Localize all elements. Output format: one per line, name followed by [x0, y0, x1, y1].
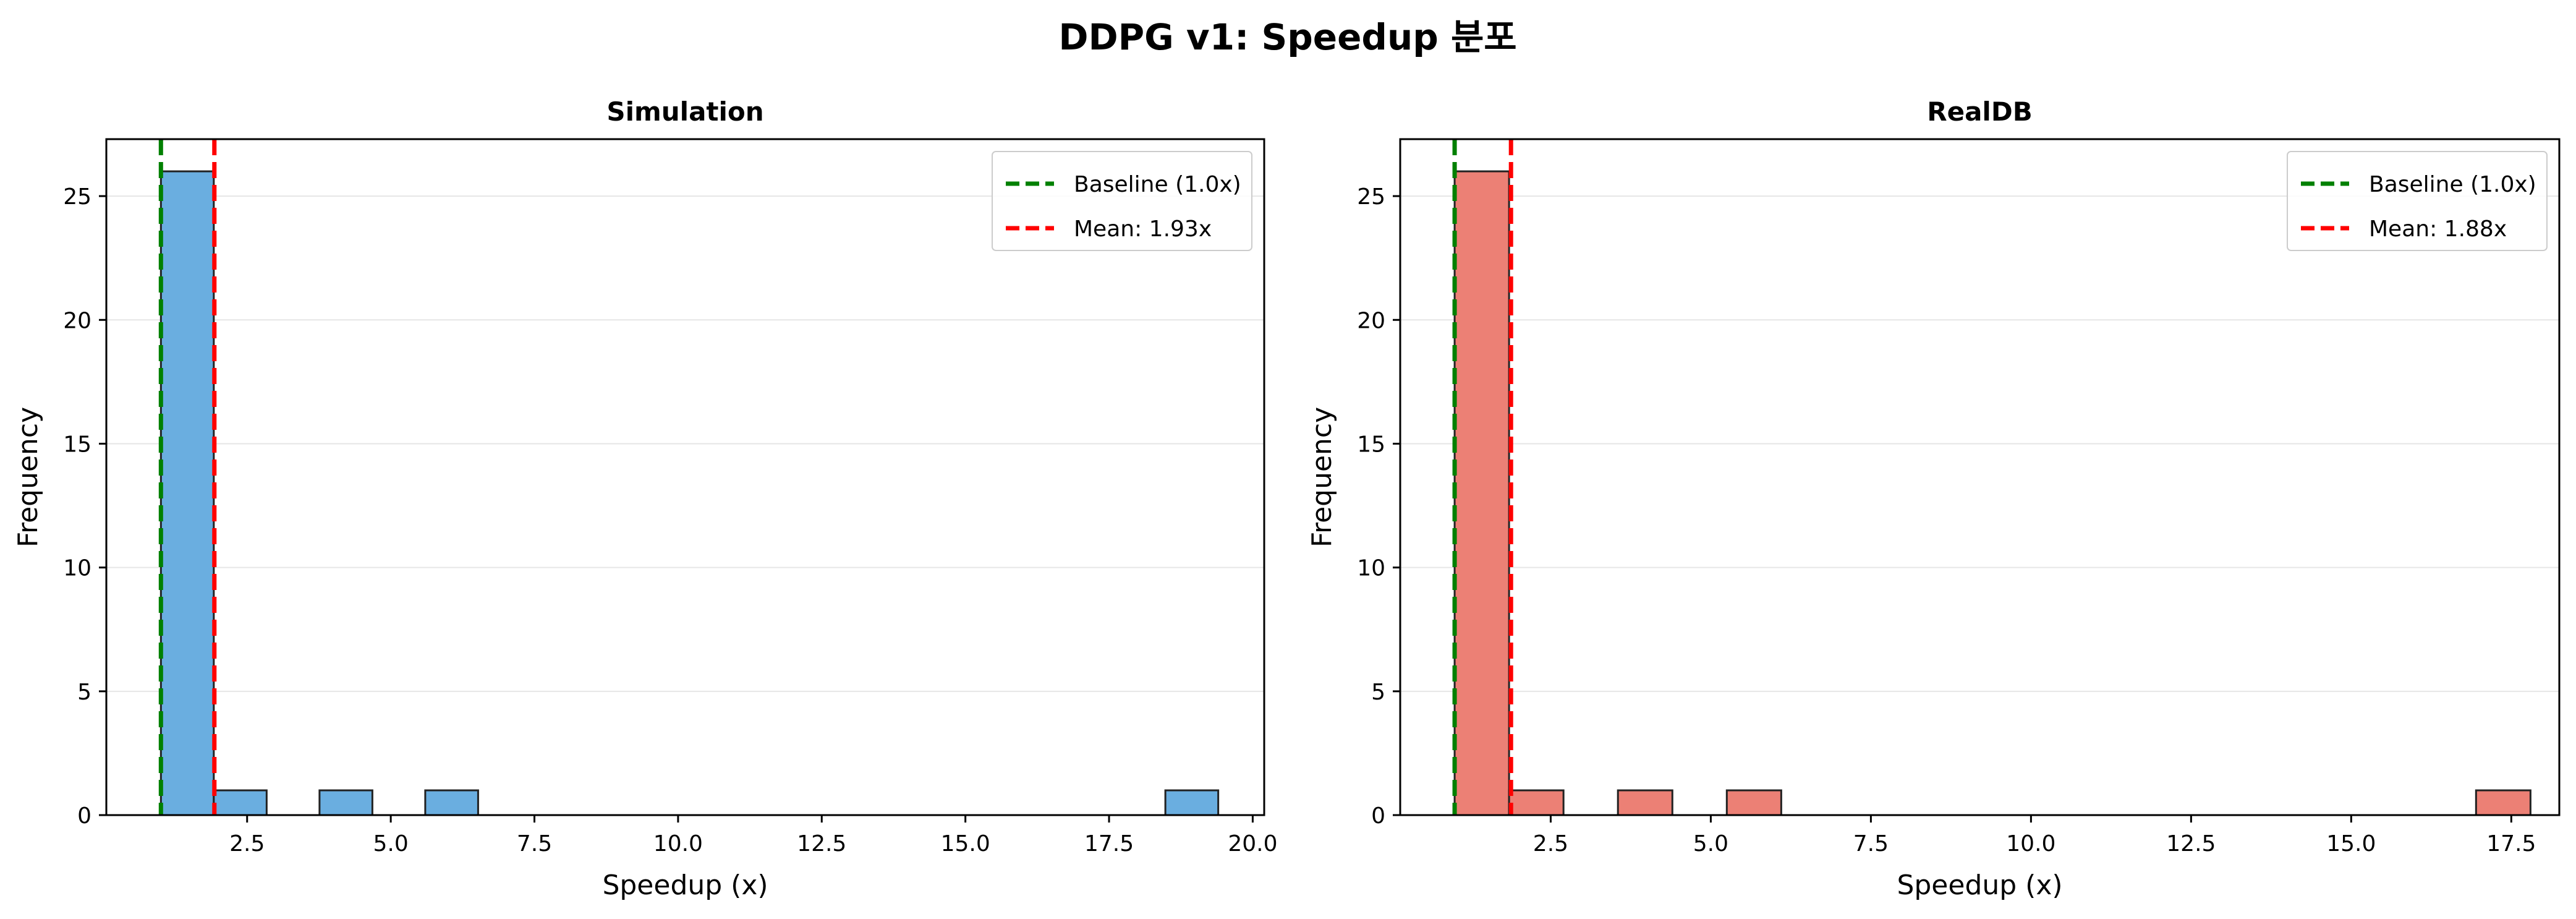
- legend-label: Baseline (1.0x): [1074, 172, 1241, 197]
- legend-box: [2287, 151, 2548, 251]
- figure-title: DDPG v1: Speedup 분포: [1058, 16, 1516, 58]
- y-tick-label: 0: [1371, 803, 1385, 829]
- y-axis-label: Frequency: [1306, 407, 1338, 547]
- y-tick-label: 20: [63, 308, 91, 333]
- x-axis-label: Speedup (x): [1897, 870, 2062, 901]
- x-tick-label: 17.5: [2486, 831, 2536, 857]
- legend: Baseline (1.0x) Mean: 1.88x: [2287, 151, 2548, 251]
- x-tick-label: 17.5: [1084, 831, 1134, 857]
- y-tick-label: 5: [1371, 680, 1385, 705]
- x-tick-label: 12.5: [2166, 831, 2216, 857]
- legend-label: Mean: 1.88x: [2369, 216, 2507, 242]
- histogram-bar: [424, 789, 479, 816]
- histogram-bar: [159, 170, 215, 816]
- y-tick-label: 25: [63, 184, 91, 210]
- histogram-bar: [2475, 789, 2531, 816]
- axes-frame: [105, 138, 1265, 816]
- y-tick-label: 15: [1357, 432, 1385, 457]
- x-tick-label: 20.0: [1228, 831, 1277, 857]
- histogram-bar: [1508, 789, 1565, 816]
- x-tick-label: 10.0: [2006, 831, 2055, 857]
- legend-label: Mean: 1.93x: [1074, 216, 1212, 242]
- x-tick-label: 5.0: [1693, 831, 1728, 857]
- histogram-bar: [1164, 789, 1220, 816]
- legend: Baseline (1.0x) Mean: 1.93x: [992, 151, 1252, 251]
- histogram-bar: [213, 789, 268, 816]
- y-tick-label: 25: [1357, 184, 1385, 210]
- histogram-bar: [1617, 789, 1673, 816]
- chart-title: RealDB: [1927, 96, 2032, 127]
- x-tick-label: 7.5: [1853, 831, 1889, 857]
- x-tick-label: 15.0: [2326, 831, 2376, 857]
- y-tick-label: 15: [63, 432, 91, 457]
- x-tick-label: 2.5: [229, 831, 265, 857]
- y-tick-label: 0: [77, 803, 91, 829]
- y-axis-label: Frequency: [12, 407, 44, 547]
- legend-label: Baseline (1.0x): [2369, 172, 2536, 197]
- y-tick-label: 10: [63, 556, 91, 581]
- histogram-bar: [1725, 789, 1782, 816]
- chart-title: Simulation: [606, 96, 763, 127]
- axes-frame: [1399, 138, 2561, 816]
- chart-panel-realdb: 2.5 5.0 7.5 10.0 12.5 15.0 17.5 0 5 10 15 20 25 RealD…: [1306, 96, 2561, 901]
- legend-box: [992, 151, 1252, 251]
- x-tick-label: 7.5: [517, 831, 552, 857]
- histogram-bar: [1453, 170, 1510, 816]
- x-tick-label: 10.0: [653, 831, 703, 857]
- x-tick-label: 12.5: [797, 831, 846, 857]
- y-tick-label: 5: [77, 680, 91, 705]
- x-tick-label: 5.0: [373, 831, 408, 857]
- x-tick-label: 2.5: [1533, 831, 1568, 857]
- histogram-bar: [318, 789, 373, 816]
- chart-panel-simulation: 2.5 5.0 7.5 10.0 12.5 15.0 17.5 20.0 0 5 10 15 20 25 S…: [12, 96, 1277, 901]
- y-tick-label: 20: [1357, 308, 1385, 333]
- x-tick-label: 15.0: [941, 831, 990, 857]
- y-tick-label: 10: [1357, 556, 1385, 581]
- x-axis-label: Speedup (x): [602, 870, 768, 901]
